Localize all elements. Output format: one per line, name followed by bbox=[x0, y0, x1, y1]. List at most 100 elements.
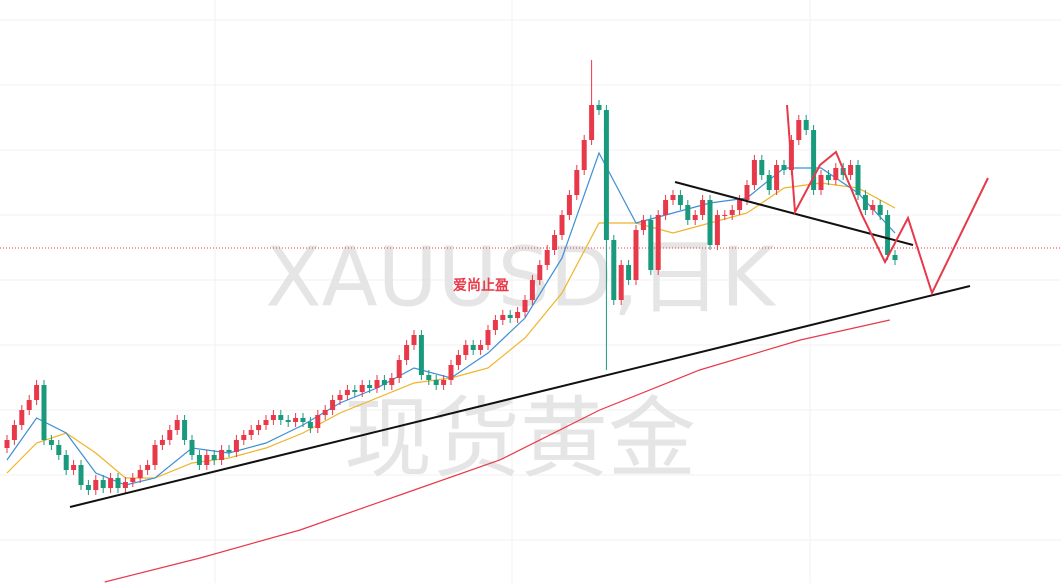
candle-body bbox=[441, 380, 447, 385]
candle-body bbox=[330, 400, 336, 410]
candle-body bbox=[552, 235, 558, 250]
candle-body bbox=[463, 345, 469, 355]
watermark-symbol: XAUUSD,日K bbox=[265, 230, 777, 325]
candle-body bbox=[485, 330, 491, 345]
candle-body bbox=[537, 265, 543, 280]
candle-body bbox=[522, 300, 528, 312]
candle-body bbox=[455, 355, 461, 365]
candle-body bbox=[174, 420, 180, 430]
candle-body bbox=[796, 120, 802, 140]
candle-body bbox=[825, 175, 831, 180]
candle-body bbox=[396, 360, 402, 378]
candle-body bbox=[581, 140, 587, 170]
candle-body bbox=[100, 480, 106, 488]
annotation: 爱尚止盈 bbox=[453, 277, 509, 294]
candle-body bbox=[152, 445, 158, 465]
candle-body bbox=[751, 160, 757, 185]
candle-body bbox=[500, 315, 506, 320]
candle-body bbox=[448, 365, 454, 380]
candle-body bbox=[855, 165, 861, 195]
candle-body bbox=[700, 200, 706, 215]
candle-body bbox=[359, 385, 365, 392]
candle-body bbox=[204, 455, 210, 465]
candle-body bbox=[293, 418, 299, 422]
candle-body bbox=[196, 455, 202, 465]
candle-body bbox=[278, 415, 284, 420]
candle-body bbox=[677, 195, 683, 205]
candle-body bbox=[270, 415, 276, 420]
candle-body bbox=[507, 315, 513, 318]
candle-body bbox=[122, 482, 128, 488]
candle-body bbox=[19, 410, 25, 425]
candle-body bbox=[892, 255, 898, 260]
candle-body bbox=[337, 395, 343, 400]
candle-body bbox=[529, 280, 535, 300]
candle-body bbox=[63, 455, 69, 470]
candle-body bbox=[78, 465, 84, 485]
candle-body bbox=[11, 425, 17, 440]
candle-body bbox=[663, 200, 669, 215]
candle-body bbox=[130, 478, 136, 482]
candle-body bbox=[300, 418, 306, 422]
resistance-trendline bbox=[674, 181, 914, 246]
candle-body bbox=[729, 210, 735, 215]
candle-body bbox=[818, 175, 824, 190]
candle-body bbox=[56, 445, 62, 455]
candle-body bbox=[108, 478, 114, 488]
candle-body bbox=[492, 320, 498, 330]
candle-layer bbox=[4, 60, 898, 495]
candle-body bbox=[544, 250, 550, 265]
candle-body bbox=[877, 205, 883, 215]
candle-body bbox=[71, 465, 77, 470]
candle-body bbox=[862, 195, 868, 210]
candle-body bbox=[322, 410, 328, 415]
candle-body bbox=[344, 390, 350, 395]
candle-body bbox=[248, 430, 254, 435]
candle-body bbox=[692, 215, 698, 220]
candle-body bbox=[115, 478, 121, 488]
candle-body bbox=[833, 168, 839, 180]
candle-body bbox=[470, 345, 476, 350]
candle-body bbox=[418, 335, 424, 375]
candle-body bbox=[48, 440, 54, 445]
candle-body bbox=[655, 215, 661, 270]
candle-body bbox=[714, 215, 720, 245]
support-trendline bbox=[69, 285, 971, 508]
candle-body bbox=[4, 440, 10, 448]
candle-body bbox=[219, 450, 225, 460]
candle-body bbox=[233, 440, 239, 452]
projection-zigzag bbox=[786, 104, 989, 296]
candle-body bbox=[848, 165, 854, 175]
candle-body bbox=[685, 205, 691, 220]
candle-body bbox=[137, 470, 143, 478]
candle-body bbox=[433, 380, 439, 385]
candle-body bbox=[559, 215, 565, 235]
candle-body bbox=[26, 400, 32, 410]
candle-body bbox=[389, 378, 395, 385]
drawings bbox=[69, 104, 989, 508]
candle-body bbox=[781, 165, 787, 170]
candle-body bbox=[352, 390, 358, 392]
candle-body bbox=[307, 422, 313, 428]
candle-body bbox=[774, 165, 780, 190]
candle-body bbox=[263, 420, 269, 425]
candle-body bbox=[315, 415, 321, 428]
candle-body bbox=[566, 195, 572, 215]
candle-body bbox=[182, 420, 188, 440]
candle-body bbox=[574, 170, 580, 195]
candle-body bbox=[744, 185, 750, 200]
candle-body bbox=[811, 130, 817, 190]
candle-body bbox=[596, 105, 602, 110]
candle-body bbox=[381, 380, 387, 385]
candle-body bbox=[759, 160, 765, 175]
candle-body bbox=[167, 430, 173, 440]
candle-body bbox=[737, 200, 743, 210]
candle-body bbox=[189, 440, 195, 455]
candle-body bbox=[803, 120, 809, 130]
candle-body bbox=[374, 380, 380, 388]
candle-body bbox=[648, 220, 654, 270]
candle-body bbox=[285, 420, 291, 422]
candle-body bbox=[478, 345, 484, 350]
candle-body bbox=[603, 110, 609, 240]
